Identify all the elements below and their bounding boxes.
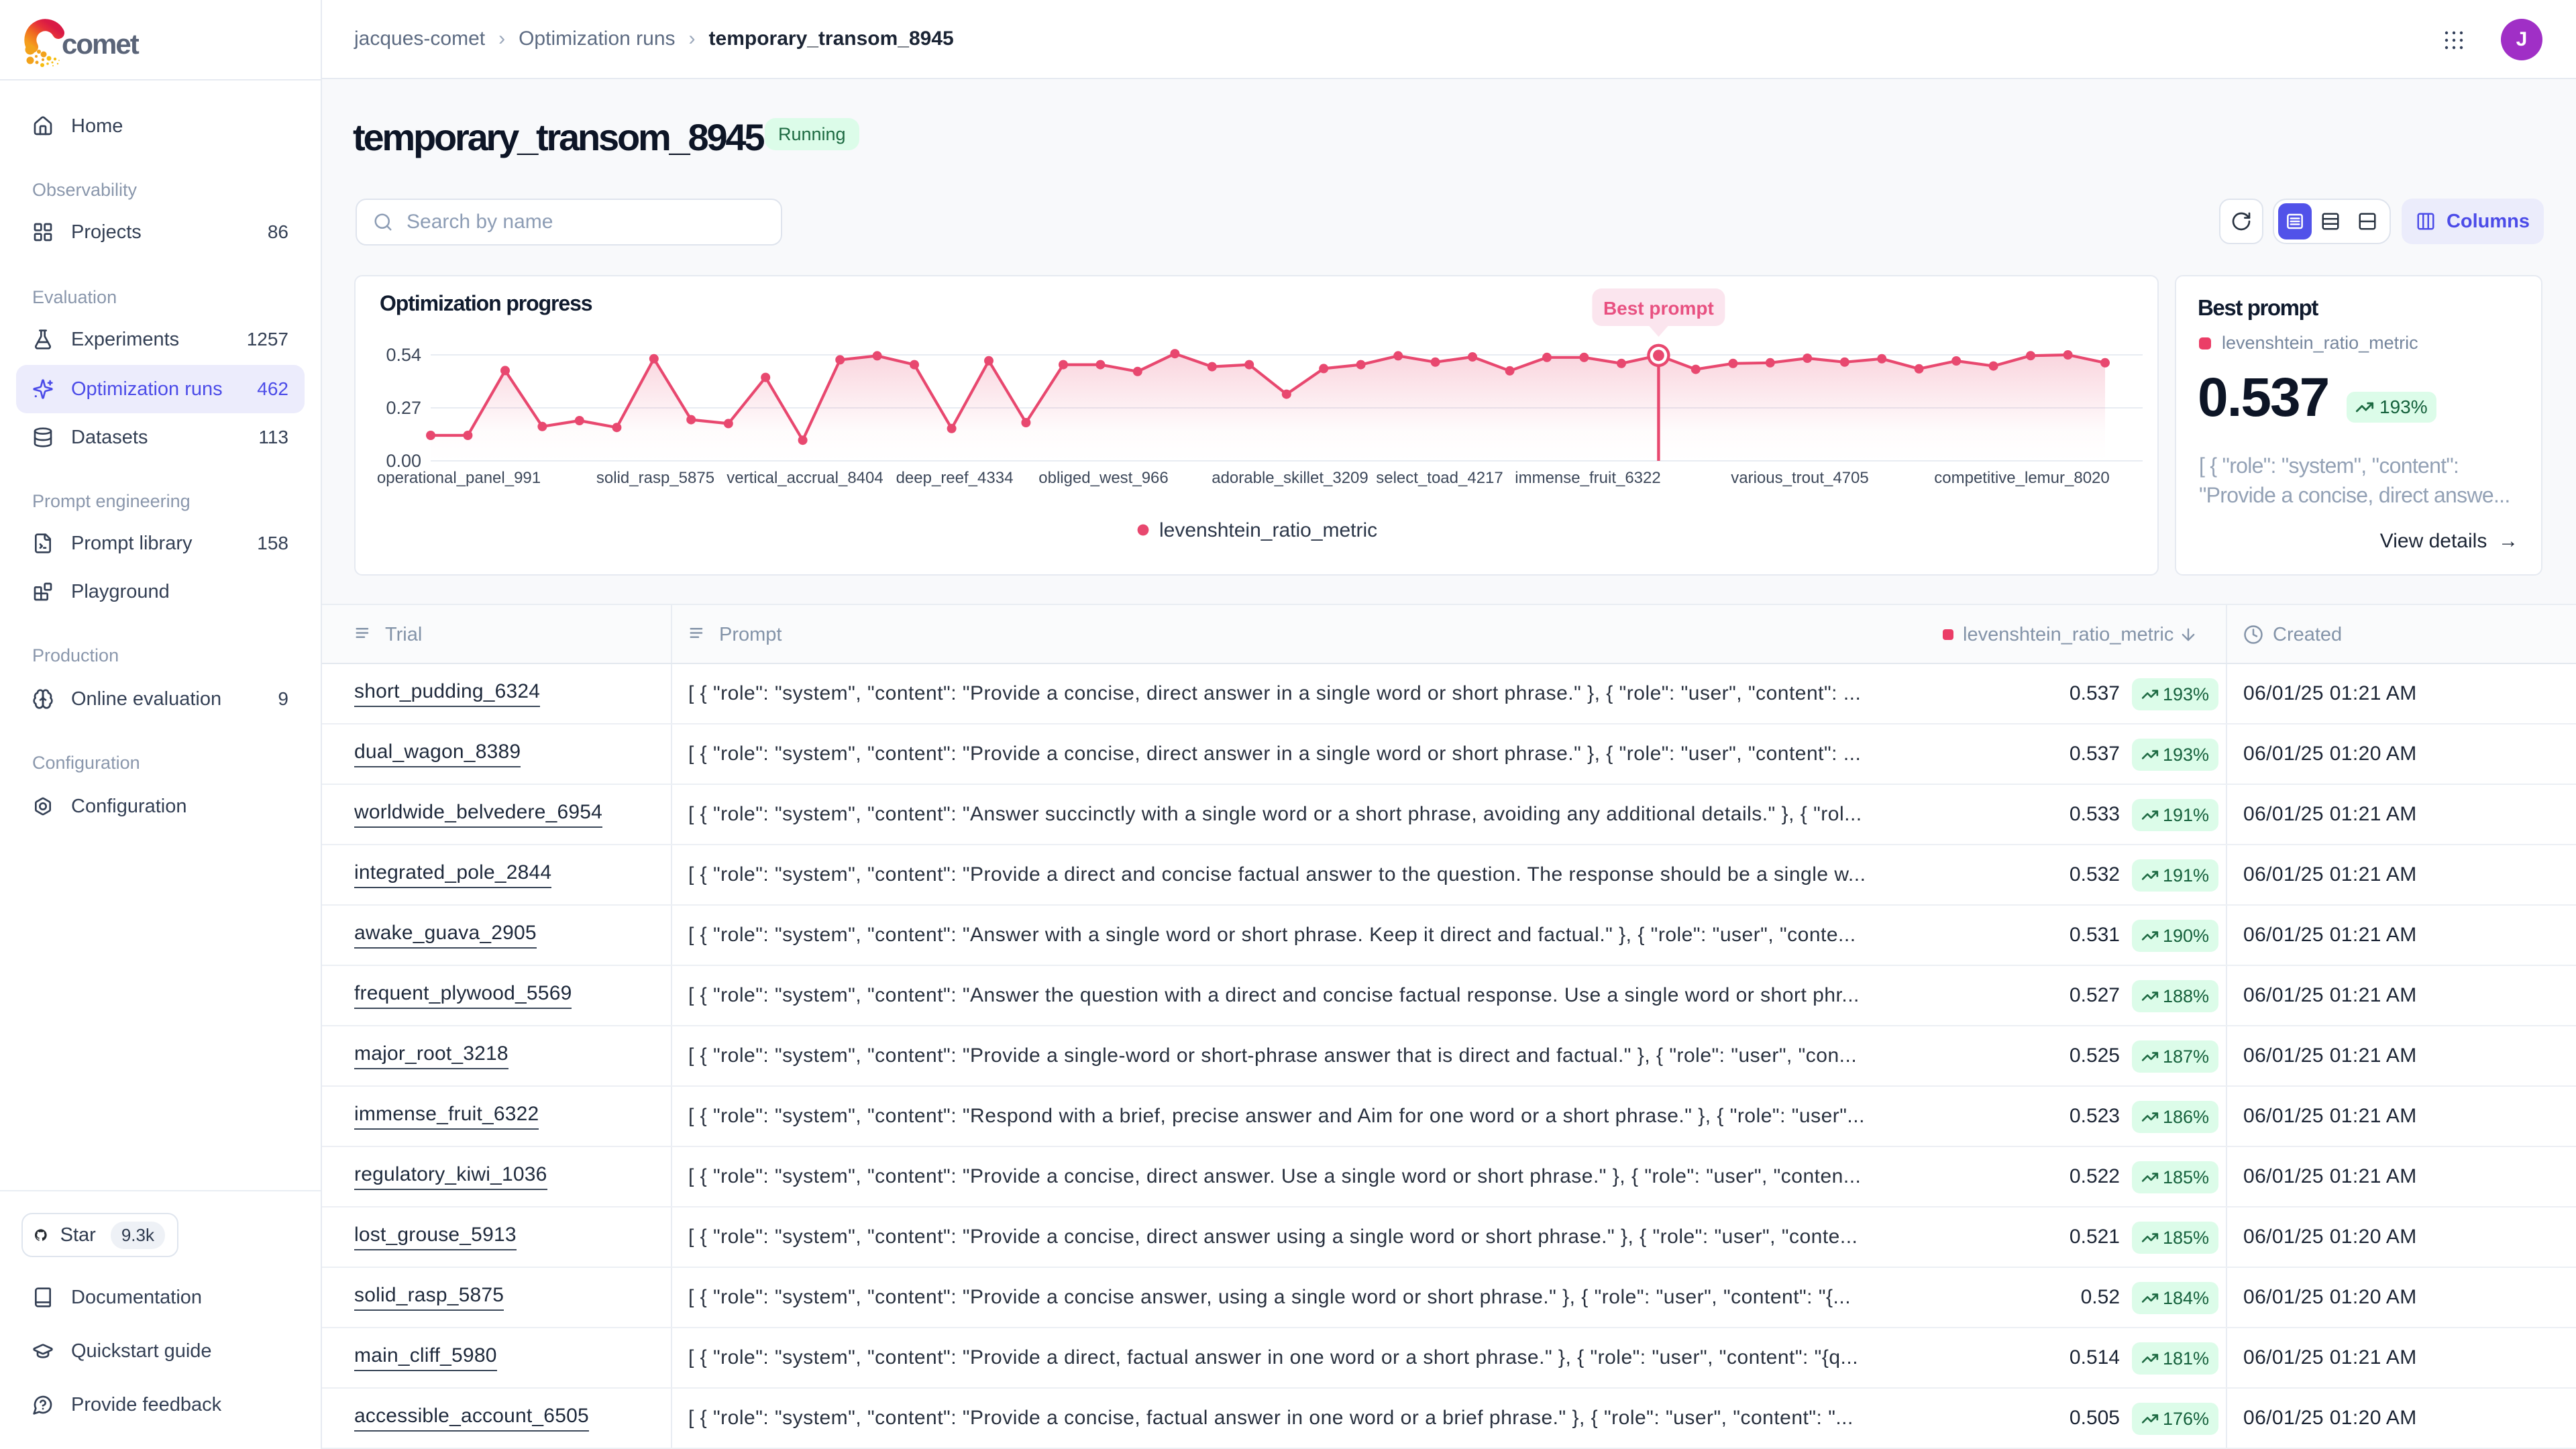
svg-text:0.27: 0.27 [386, 398, 421, 418]
svg-text:vertical_accrual_8404: vertical_accrual_8404 [727, 469, 883, 487]
svg-text:0.00: 0.00 [386, 451, 421, 471]
svg-text:various_trout_4705: various_trout_4705 [1731, 469, 1868, 487]
svg-text:solid_rasp_5875: solid_rasp_5875 [596, 469, 714, 487]
svg-text:obliged_west_966: obliged_west_966 [1038, 469, 1169, 487]
svg-text:0.54: 0.54 [386, 345, 421, 365]
svg-text:select_toad_4217: select_toad_4217 [1376, 469, 1503, 487]
svg-text:Best prompt: Best prompt [1603, 298, 1714, 319]
svg-text:operational_panel_991: operational_panel_991 [377, 469, 541, 487]
svg-text:levenshtein_ratio_metric: levenshtein_ratio_metric [1159, 519, 1377, 541]
svg-text:adorable_skillet_3209: adorable_skillet_3209 [1212, 469, 1368, 487]
svg-text:competitive_lemur_8020: competitive_lemur_8020 [1934, 469, 2109, 487]
svg-text:deep_reef_4334: deep_reef_4334 [896, 469, 1014, 487]
svg-text:immense_fruit_6322: immense_fruit_6322 [1515, 469, 1660, 487]
